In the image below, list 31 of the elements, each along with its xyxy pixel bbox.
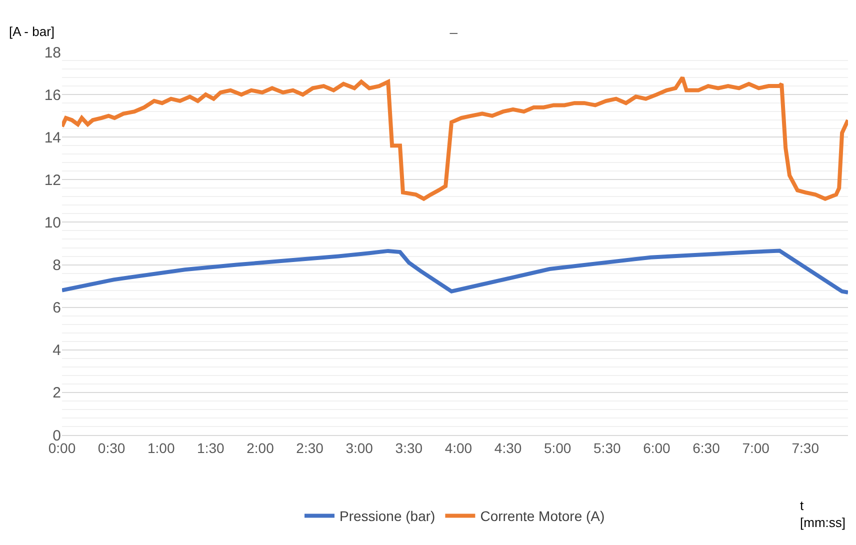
y-tick-label: 18 bbox=[44, 44, 61, 62]
line-series bbox=[62, 76, 848, 201]
chart-title: – bbox=[450, 24, 458, 40]
line-series bbox=[62, 248, 848, 294]
x-tick-label: 1:00 bbox=[147, 440, 175, 456]
x-tick-label: 5:00 bbox=[544, 440, 572, 456]
x-tick-label: 5:30 bbox=[594, 440, 621, 456]
x-tick-label: 3:00 bbox=[346, 440, 374, 456]
legend-label: Pressione (bar) bbox=[340, 508, 436, 524]
x-axis-title: t [mm:ss] bbox=[800, 498, 846, 530]
y-tick-label: 4 bbox=[52, 342, 61, 360]
x-tick-label: 1:30 bbox=[197, 440, 225, 456]
x-tick-label: 4:00 bbox=[444, 440, 472, 456]
y-tick-label: 6 bbox=[52, 300, 61, 317]
legend-label: Corrente Motore (A) bbox=[480, 508, 605, 524]
x-tick-label: 6:30 bbox=[692, 440, 720, 456]
x-tick-label: 3:30 bbox=[395, 440, 423, 456]
x-tick-label: 7:00 bbox=[742, 440, 770, 456]
y-axis-title: [A - bar] bbox=[9, 24, 55, 39]
x-tick-label: 7:30 bbox=[792, 440, 820, 456]
y-tick-label: 10 bbox=[44, 214, 61, 232]
y-tick-label: 2 bbox=[52, 384, 61, 402]
x-tick-label: 4:30 bbox=[494, 440, 522, 456]
x-tick-label: 2:00 bbox=[246, 440, 274, 456]
x-tick-label: 0:30 bbox=[98, 440, 126, 456]
y-tick-label: 16 bbox=[44, 86, 61, 104]
y-tick-label: 12 bbox=[44, 172, 61, 189]
y-tick-label: 14 bbox=[44, 129, 61, 146]
x-tick-label: 2:30 bbox=[296, 440, 324, 456]
x-tick-label: 6:00 bbox=[643, 440, 671, 456]
y-tick-label: 8 bbox=[52, 257, 61, 274]
